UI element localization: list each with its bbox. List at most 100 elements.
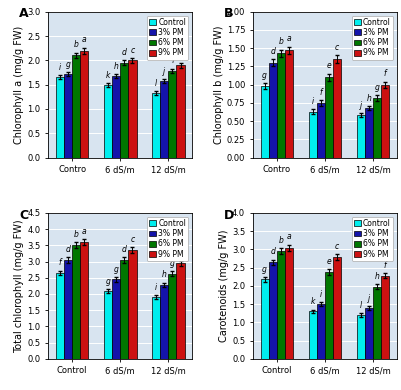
Bar xyxy=(285,248,293,359)
Text: C: C xyxy=(19,209,28,222)
Text: D: D xyxy=(224,209,234,222)
Bar xyxy=(285,50,293,158)
Bar xyxy=(277,53,285,158)
Text: e: e xyxy=(327,62,331,71)
Text: j: j xyxy=(163,67,165,76)
Text: j: j xyxy=(360,101,362,110)
Legend: Control, 3% PM, 6% PM, 9% PM: Control, 3% PM, 6% PM, 9% PM xyxy=(352,217,393,261)
Text: g: g xyxy=(262,265,267,274)
Bar xyxy=(72,55,80,158)
Bar xyxy=(373,98,381,158)
Text: c: c xyxy=(335,241,339,251)
Bar xyxy=(176,65,184,158)
Bar xyxy=(365,308,373,359)
Text: f: f xyxy=(171,57,174,66)
Bar xyxy=(80,51,89,158)
Bar xyxy=(309,311,317,359)
Bar xyxy=(120,63,128,158)
Text: i: i xyxy=(312,97,314,106)
Text: i: i xyxy=(155,283,157,292)
Bar xyxy=(128,60,136,158)
Text: d: d xyxy=(66,245,71,254)
Text: b: b xyxy=(279,236,284,245)
Y-axis label: Carotenoids (mg/g FW): Carotenoids (mg/g FW) xyxy=(219,230,229,342)
Text: a: a xyxy=(287,232,292,241)
Bar xyxy=(112,76,120,158)
Text: d: d xyxy=(122,245,127,254)
Bar xyxy=(56,77,64,158)
Bar xyxy=(309,112,317,158)
Bar xyxy=(365,108,373,158)
Text: h: h xyxy=(113,62,119,71)
Bar xyxy=(176,263,184,359)
Text: d: d xyxy=(122,48,127,57)
Bar xyxy=(128,250,136,359)
Bar xyxy=(381,276,389,359)
Text: e: e xyxy=(178,51,183,60)
Text: a: a xyxy=(287,34,292,44)
Bar xyxy=(269,63,277,158)
Text: c: c xyxy=(130,235,135,244)
Bar xyxy=(269,262,277,359)
Bar xyxy=(56,273,64,359)
Text: d: d xyxy=(270,47,275,56)
Bar xyxy=(381,85,389,158)
Text: g: g xyxy=(105,277,110,285)
Bar xyxy=(64,74,72,158)
Bar xyxy=(317,103,325,158)
Bar xyxy=(333,59,341,158)
Legend: Control, 3% PM, 6% PM, 9% PM: Control, 3% PM, 6% PM, 9% PM xyxy=(147,217,188,261)
Bar xyxy=(112,279,120,359)
Text: h: h xyxy=(375,272,379,281)
Text: l: l xyxy=(155,79,157,88)
Bar xyxy=(325,77,333,158)
Text: f: f xyxy=(384,261,387,270)
Text: k: k xyxy=(106,71,110,80)
Y-axis label: Chlorophyll a (mg/g FW): Chlorophyll a (mg/g FW) xyxy=(14,25,24,144)
Bar xyxy=(261,86,269,158)
Bar xyxy=(120,260,128,359)
Text: b: b xyxy=(74,230,79,239)
Text: b: b xyxy=(74,40,79,49)
Text: h: h xyxy=(367,94,371,103)
Text: g: g xyxy=(170,259,175,268)
Text: d: d xyxy=(270,247,275,256)
Text: k: k xyxy=(310,297,315,307)
Text: f: f xyxy=(384,69,387,78)
Text: a: a xyxy=(82,227,87,236)
Bar xyxy=(64,260,72,359)
Legend: Control, 3% PM, 6% PM, 9% PM: Control, 3% PM, 6% PM, 9% PM xyxy=(147,16,188,60)
Bar xyxy=(80,242,89,359)
Bar xyxy=(152,297,160,359)
Text: g: g xyxy=(113,265,119,274)
Text: e: e xyxy=(178,248,183,257)
Bar xyxy=(104,291,112,359)
Y-axis label: Total chlorophyll (mg/g FW): Total chlorophyll (mg/g FW) xyxy=(14,219,24,353)
Bar xyxy=(152,93,160,158)
Text: i: i xyxy=(59,63,61,72)
Bar xyxy=(373,287,381,359)
Bar xyxy=(277,251,285,359)
Text: e: e xyxy=(327,257,331,266)
Text: c: c xyxy=(335,43,339,51)
Bar xyxy=(261,279,269,359)
Text: B: B xyxy=(224,7,233,20)
Bar xyxy=(168,71,176,158)
Text: l: l xyxy=(360,301,362,310)
Text: f: f xyxy=(59,259,61,268)
Bar xyxy=(168,273,176,359)
Bar xyxy=(104,85,112,158)
Bar xyxy=(356,115,365,158)
Bar xyxy=(160,285,168,359)
Text: b: b xyxy=(279,37,284,46)
Bar xyxy=(317,304,325,359)
Text: a: a xyxy=(82,35,87,44)
Text: j: j xyxy=(368,294,370,303)
Text: c: c xyxy=(130,46,135,55)
Text: g: g xyxy=(375,83,379,92)
Text: h: h xyxy=(162,270,166,279)
Bar xyxy=(356,315,365,359)
Y-axis label: Chlorophyll b (mg/g FW): Chlorophyll b (mg/g FW) xyxy=(214,25,224,144)
Text: i: i xyxy=(320,290,322,299)
Bar xyxy=(333,257,341,359)
